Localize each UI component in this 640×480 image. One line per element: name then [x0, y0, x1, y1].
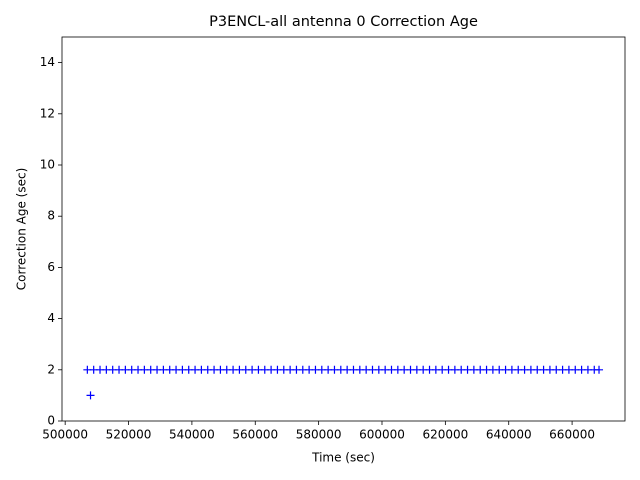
x-tick-label: 600000: [359, 428, 405, 442]
y-tick-label: 8: [47, 209, 55, 223]
x-tick-label: 520000: [106, 428, 152, 442]
y-tick-label: 0: [47, 414, 55, 428]
x-tick-label: 620000: [422, 428, 468, 442]
y-axis-label: Correction Age (sec): [15, 168, 29, 291]
marker: [595, 365, 604, 374]
x-tick-label: 540000: [169, 428, 215, 442]
y-tick-label: 14: [40, 55, 55, 69]
marker: [86, 391, 95, 400]
x-tick-label: 500000: [42, 428, 88, 442]
y-tick-label: 12: [40, 106, 55, 120]
x-tick-label: 660000: [549, 428, 595, 442]
plot-frame: [61, 36, 626, 422]
y-tick-label: 10: [40, 158, 55, 172]
y-tick-label: 2: [47, 362, 55, 376]
y-tick-label: 4: [47, 311, 55, 325]
x-axis-label: Time (sec): [311, 451, 375, 465]
chart-title: P3ENCL-all antenna 0 Correction Age: [209, 14, 478, 30]
y-tick-label: 6: [47, 260, 55, 274]
x-tick-label: 640000: [486, 428, 532, 442]
x-tick-label: 580000: [296, 428, 342, 442]
x-tick-label: 560000: [232, 428, 278, 442]
